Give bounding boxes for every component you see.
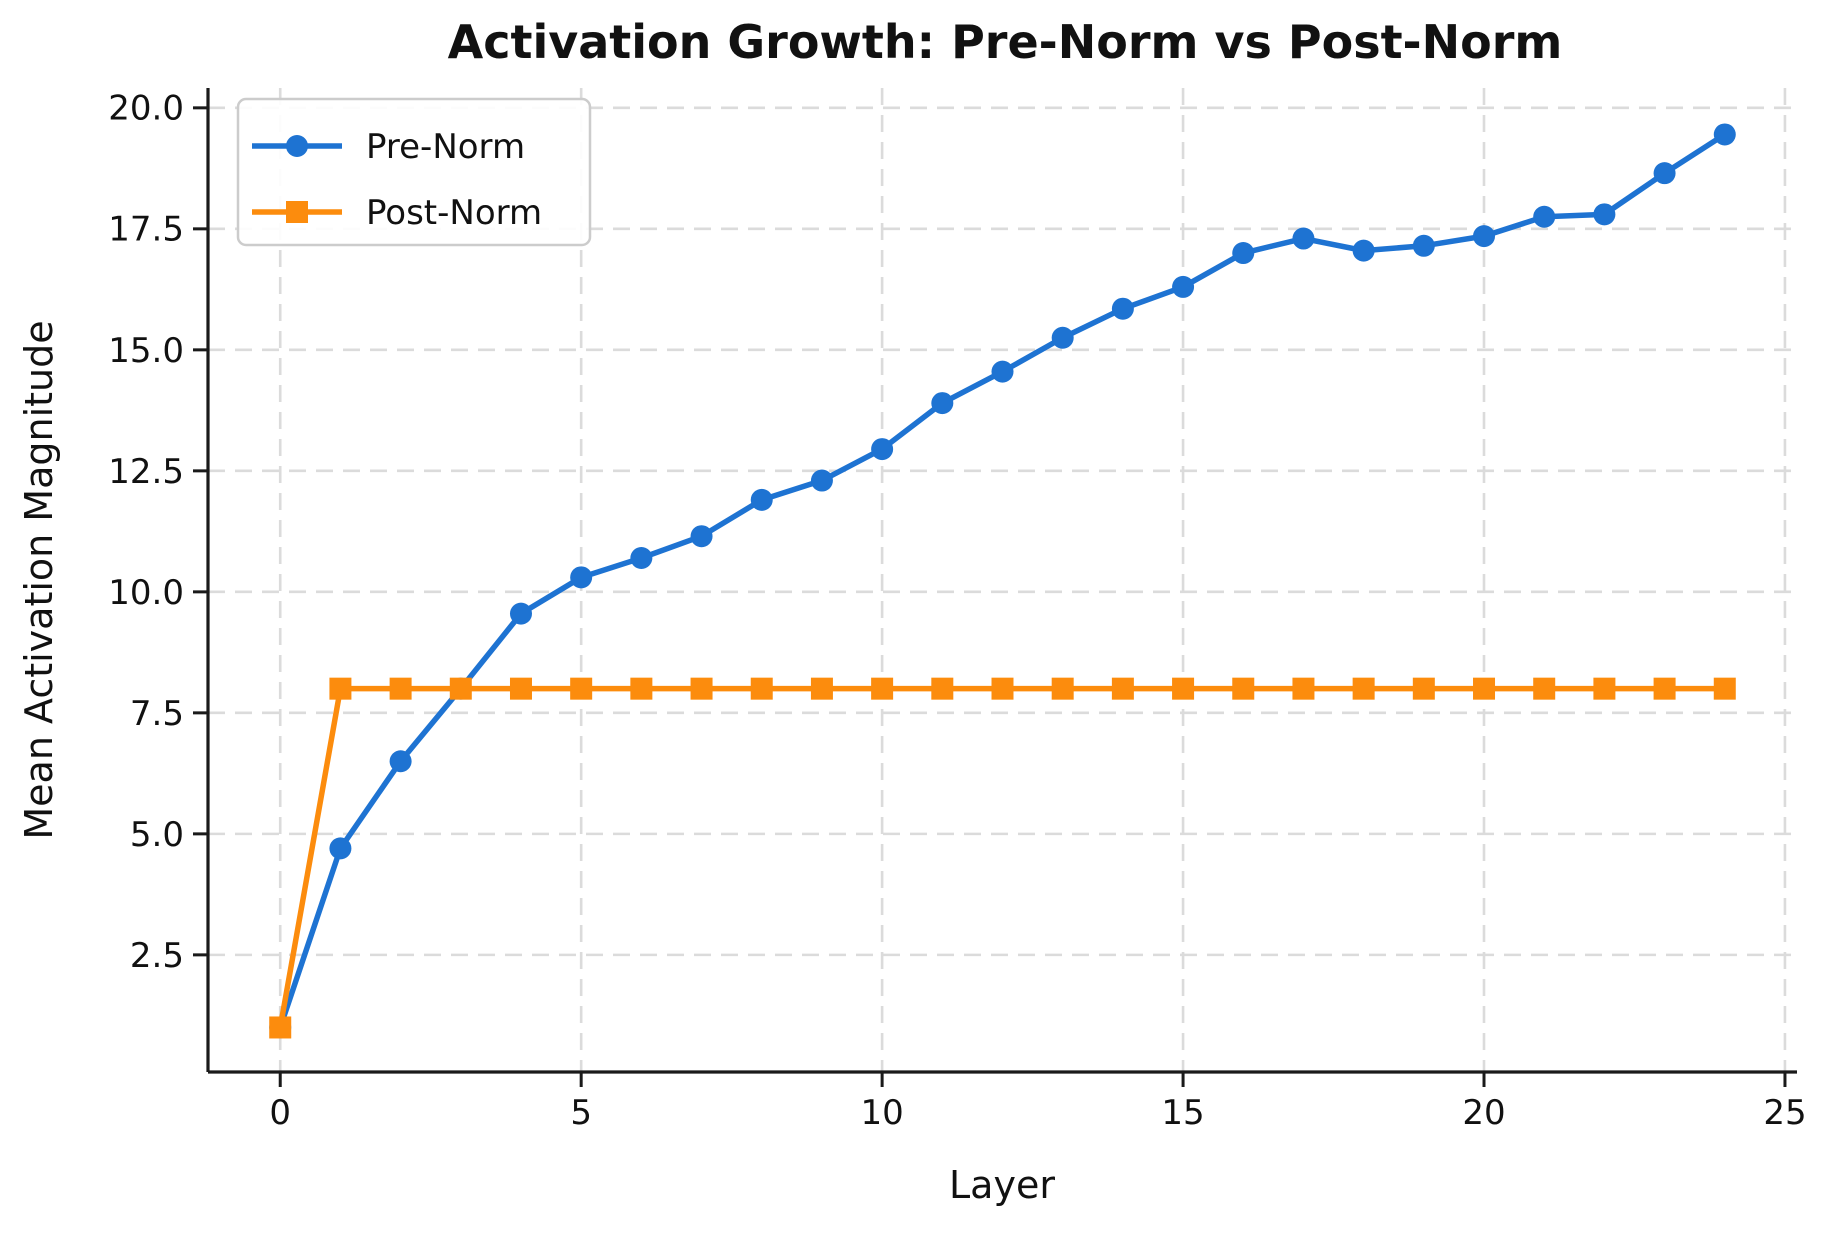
y-tick-label: 15.0 [108,331,184,371]
data-point-circle [991,360,1014,383]
tick-marks-and-labels: 0 5 10 15 20 25 2.5 5.0 7.5 10.0 12.5 15.0 17.5 20.0 [108,89,1806,1133]
y-tick-label: 17.5 [108,210,184,250]
data-point-circle [1051,326,1074,349]
x-axis-label: Layer [949,1163,1055,1207]
data-point-square [1172,677,1195,700]
data-point-square [1713,677,1736,700]
data-point-circle [1111,297,1134,320]
x-tick-label: 0 [269,1093,291,1133]
data-point-circle [570,566,593,589]
data-point-square [1232,677,1255,700]
axes [206,88,1797,1074]
data-point-square [269,1016,292,1039]
pre-norm-legend-marker-icon [286,135,308,157]
data-point-circle [630,546,653,569]
data-point-square [1533,677,1556,700]
data-point-circle [871,438,894,461]
post-norm-legend-marker-icon [286,201,308,223]
data-point-circle [1232,242,1255,265]
data-point-circle [810,469,833,492]
data-point-circle [1713,123,1736,146]
series-line [277,132,1727,1029]
data-point-square [1412,677,1435,700]
data-point-circle [1172,275,1195,298]
x-tick-label: 25 [1763,1093,1806,1133]
legend-entry-post-norm: Post-Norm [252,193,542,233]
data-point-circle [1473,225,1496,248]
data-point-square [389,677,412,700]
data-point-square [871,677,894,700]
y-tick-label: 20.0 [108,89,184,129]
data-point-square [570,677,593,700]
y-tick-label: 10.0 [108,573,184,613]
x-tick-label: 10 [860,1093,903,1133]
data-point-square [690,677,713,700]
y-tick-label: 7.5 [130,694,184,734]
series-pre-norm [269,123,1736,1039]
legend-box [236,97,592,247]
data-point-square [991,677,1014,700]
legend: Pre-Norm Post-Norm [236,97,592,247]
chart-title: Activation Growth: Pre-Norm vs Post-Norm [448,15,1563,69]
data-point-circle [509,602,532,625]
x-tick-label: 20 [1462,1093,1505,1133]
data-point-square [1593,677,1616,700]
x-tick-label: 15 [1161,1093,1204,1133]
data-point-circle [389,750,412,773]
data-point-square [750,677,773,700]
data-series [269,123,1736,1039]
x-tick-label: 5 [570,1093,592,1133]
data-point-circle [1533,205,1556,228]
legend-entry-pre-norm: Pre-Norm [252,127,525,167]
data-point-circle [690,525,713,548]
data-point-square [329,677,352,700]
data-point-square [449,677,472,700]
data-point-square [509,677,532,700]
gridlines [208,88,1797,1072]
data-point-square [1473,677,1496,700]
data-point-circle [1292,227,1315,250]
series-line [277,685,1725,1028]
data-point-square [1292,677,1315,700]
data-point-circle [329,837,352,860]
data-point-circle [1352,239,1375,262]
y-tick-label: 12.5 [108,452,184,492]
data-point-square [1653,677,1676,700]
data-point-circle [1593,203,1616,226]
data-point-circle [1653,162,1676,185]
data-point-square [1111,677,1134,700]
data-point-square [931,677,954,700]
series-post-norm [269,677,1736,1039]
data-point-square [1051,677,1074,700]
y-tick-label: 2.5 [130,936,184,976]
data-point-square [1352,677,1375,700]
data-point-square [810,677,833,700]
y-axis-label: Mean Activation Magnitude [17,320,61,839]
data-point-circle [1412,234,1435,257]
pre-norm-legend-label: Pre-Norm [366,127,525,167]
data-point-square [630,677,653,700]
data-point-circle [931,392,954,415]
data-point-circle [750,488,773,511]
post-norm-legend-label: Post-Norm [366,193,542,233]
y-tick-label: 5.0 [130,815,184,855]
